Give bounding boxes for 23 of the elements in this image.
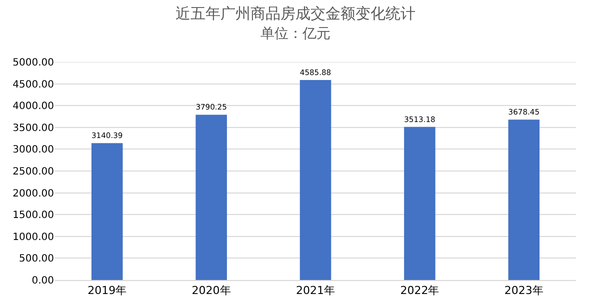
x-tick-label: 2023年	[504, 284, 544, 298]
bar	[196, 114, 227, 280]
x-tick-label: 2020年	[192, 284, 231, 298]
bar	[508, 120, 540, 280]
chart-subtitle: 单位：亿元	[260, 26, 330, 42]
text: 3500.00	[12, 122, 54, 134]
chart-title: 近五年广州商品房成交金额变化统计	[176, 4, 416, 22]
x-tick-label: 2021年	[296, 284, 335, 298]
text: 3000.00	[12, 144, 54, 156]
text: 2000.00	[12, 188, 54, 200]
text: 5000.00	[12, 58, 54, 68]
text: 0.00	[32, 276, 54, 286]
bar	[300, 80, 332, 280]
text: 4500.00	[12, 79, 54, 90]
text: 1000.00	[12, 232, 54, 243]
bar	[404, 126, 436, 280]
text: 2500.00	[12, 166, 54, 178]
text: 1500.00	[12, 210, 54, 222]
x-tick-label: 2022年	[400, 284, 440, 298]
text: 500.00	[19, 254, 54, 265]
x-tick-label: 2019年	[88, 284, 127, 298]
text: 4000.00	[12, 101, 54, 112]
bar	[91, 143, 123, 280]
